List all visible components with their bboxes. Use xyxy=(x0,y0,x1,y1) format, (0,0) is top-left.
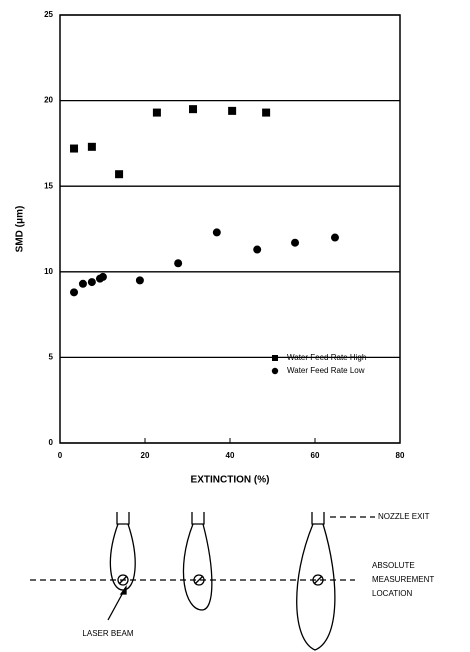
location-label: LOCATION xyxy=(372,589,413,598)
plot-frame xyxy=(59,14,401,444)
point xyxy=(152,108,161,117)
diagram xyxy=(30,512,375,651)
y-tick-label: 20 xyxy=(44,96,53,105)
point xyxy=(98,272,107,281)
probe-hatch xyxy=(194,575,204,585)
x-tick-label: 80 xyxy=(396,451,405,460)
probe-volume xyxy=(117,574,129,586)
point xyxy=(291,238,300,247)
laser-beam-label: LASER BEAM xyxy=(82,629,133,638)
point xyxy=(115,170,124,179)
location-label: ABSOLUTE xyxy=(372,561,415,570)
point xyxy=(212,228,221,237)
nozzle-plume xyxy=(182,512,213,611)
point xyxy=(78,279,87,288)
probe-volume xyxy=(193,574,205,586)
nozzle-exit-label: NOZZLE EXIT xyxy=(378,512,430,521)
nozzle-plume xyxy=(109,512,136,591)
y-tick-label: 0 xyxy=(49,438,54,447)
legend-label: Water Feed Rate High xyxy=(287,353,366,362)
y-tick-label: 15 xyxy=(44,181,53,190)
point xyxy=(228,106,237,115)
nozzle-plume xyxy=(296,512,336,651)
y-tick-label: 10 xyxy=(44,267,53,276)
point xyxy=(330,233,339,242)
probe-hatch xyxy=(118,575,128,585)
point xyxy=(253,245,262,254)
y-tick-label: 5 xyxy=(49,353,54,362)
point xyxy=(70,144,79,153)
point xyxy=(262,108,271,117)
probe-hatch xyxy=(313,575,323,585)
x-axis-label: EXTINCTION (%) xyxy=(191,475,270,486)
legend-marker xyxy=(272,355,278,361)
arrow-head xyxy=(119,584,127,595)
x-tick-label: 20 xyxy=(141,451,150,460)
x-tick-label: 40 xyxy=(226,451,235,460)
x-tick-label: 0 xyxy=(58,451,63,460)
legend-label: Water Feed Rate Low xyxy=(287,366,365,375)
point xyxy=(87,142,96,151)
point xyxy=(135,276,144,285)
location-label: MEASUREMENT xyxy=(372,575,434,584)
probe-volume xyxy=(312,574,324,586)
point xyxy=(70,288,79,297)
point xyxy=(174,259,183,268)
point xyxy=(87,278,96,287)
y-axis-label: SMD (μm) xyxy=(15,206,26,253)
point xyxy=(189,105,198,114)
y-tick-label: 25 xyxy=(44,10,53,19)
legend-marker xyxy=(271,367,279,375)
x-tick-label: 60 xyxy=(311,451,320,460)
